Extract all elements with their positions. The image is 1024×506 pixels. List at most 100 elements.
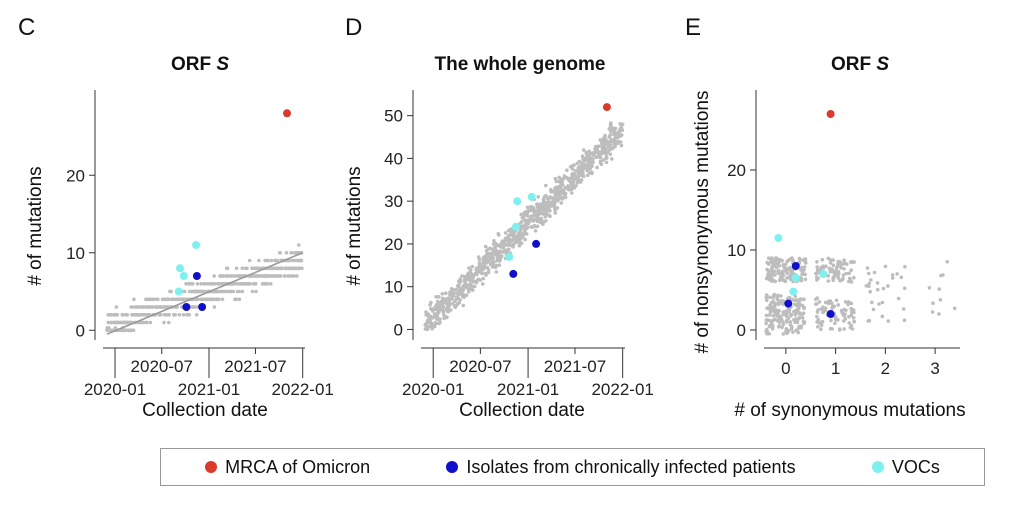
background-point: [579, 166, 583, 170]
background-point: [577, 168, 581, 173]
background-point: [532, 208, 536, 212]
background-point: [608, 145, 613, 150]
background-point: [903, 264, 907, 269]
background-point: [458, 289, 462, 293]
voc-point: [511, 222, 520, 231]
background-point: [816, 276, 820, 281]
background-point: [194, 305, 199, 309]
background-point: [535, 202, 539, 206]
background-point: [246, 282, 251, 286]
background-point: [851, 316, 856, 320]
background-point: [566, 176, 570, 181]
background-point: [784, 318, 789, 323]
background-point: [466, 286, 470, 291]
background-point: [817, 321, 822, 326]
background-point: [435, 299, 440, 304]
background-point: [231, 274, 235, 278]
background-point: [607, 148, 611, 152]
background-point: [440, 292, 445, 296]
background-point: [598, 138, 603, 142]
omicron-point: [283, 109, 291, 118]
background-point: [771, 296, 775, 300]
background-point: [613, 140, 617, 145]
background-point: [604, 139, 609, 144]
background-point: [890, 273, 895, 277]
background-point: [439, 299, 444, 304]
background-point: [533, 224, 538, 229]
background-point: [295, 274, 299, 278]
background-point: [590, 164, 594, 168]
background-point: [528, 205, 533, 209]
background-point: [593, 149, 598, 153]
background-point: [509, 227, 513, 231]
background-point: [284, 251, 289, 255]
background-point: [176, 297, 180, 302]
background-point: [163, 297, 168, 302]
background-point: [841, 262, 846, 266]
background-point: [477, 270, 482, 274]
background-point: [781, 332, 786, 336]
background-point: [614, 131, 618, 135]
background-point: [529, 217, 534, 221]
background-point: [257, 274, 262, 278]
background-point: [767, 332, 772, 336]
background-point: [823, 300, 828, 305]
background-point: [484, 249, 489, 253]
background-point: [773, 259, 778, 264]
background-point: [865, 266, 870, 270]
background-point: [187, 282, 191, 286]
background-point: [535, 219, 540, 223]
background-point: [557, 175, 561, 180]
background-point: [580, 170, 585, 174]
background-point: [772, 317, 777, 322]
background-point: [881, 286, 886, 291]
x-tick-label-lower: 2020-01: [84, 380, 146, 399]
background-point: [198, 289, 202, 294]
y-tick-label: 20: [66, 166, 85, 185]
background-point: [145, 313, 149, 317]
background-point: [203, 282, 207, 286]
x-tick-label-upper: 2020-07: [131, 357, 193, 376]
background-point: [148, 305, 153, 309]
background-point: [559, 191, 564, 195]
background-point: [797, 316, 801, 321]
background-point: [796, 330, 800, 335]
background-point: [774, 309, 778, 314]
background-point: [834, 269, 838, 273]
omicron-marker-icon: [205, 461, 218, 473]
background-point: [536, 211, 540, 216]
background-point: [457, 300, 462, 305]
background-point: [568, 185, 572, 189]
background-point: [108, 313, 113, 317]
background-point: [774, 256, 779, 260]
background-point: [843, 312, 847, 316]
background-point: [522, 231, 526, 235]
background-point: [557, 179, 561, 184]
background-point: [831, 278, 835, 283]
background-point: [470, 279, 475, 283]
background-point: [263, 258, 267, 263]
background-point: [194, 313, 199, 317]
background-point: [588, 167, 592, 171]
background-point: [783, 262, 788, 267]
background-point: [199, 282, 203, 286]
background-point: [482, 264, 486, 269]
background-point: [769, 273, 774, 277]
background-point: [605, 156, 609, 160]
background-point: [254, 266, 259, 271]
background-point: [217, 282, 222, 286]
background-point: [120, 328, 124, 333]
background-point: [769, 307, 773, 312]
background-point: [448, 292, 452, 297]
background-point: [445, 306, 450, 311]
background-point: [785, 276, 789, 280]
background-point: [512, 235, 516, 240]
background-point: [833, 321, 837, 326]
background-point: [877, 302, 881, 306]
background-point: [181, 313, 186, 317]
background-point: [566, 187, 571, 192]
background-point: [952, 306, 957, 311]
background-point: [234, 266, 239, 271]
background-point: [235, 282, 239, 286]
